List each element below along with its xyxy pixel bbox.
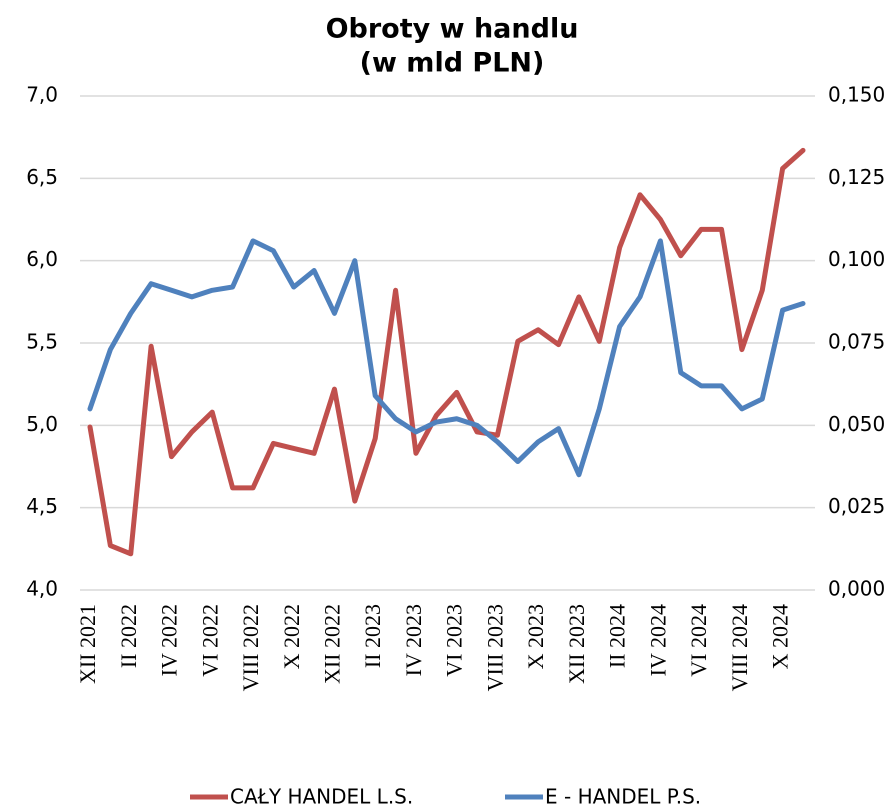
y2-tick-label: 0,000: [828, 577, 885, 601]
x-tick-label: XII 2022: [320, 604, 345, 684]
series-line: [87, 238, 806, 478]
y2-tick-label: 0,150: [828, 83, 885, 107]
x-tick-label: VIII 2024: [727, 604, 752, 691]
y-tick-label: 6,5: [26, 165, 58, 189]
x-tick-label: VI 2023: [442, 604, 467, 677]
x-tick-label: IV 2023: [401, 604, 426, 676]
y-tick-label: 4,0: [26, 577, 58, 601]
x-tick-label: II 2022: [116, 604, 141, 668]
x-tick-label: VI 2022: [197, 604, 222, 677]
y-tick-label: 5,0: [26, 412, 58, 436]
y2-tick-label: 0,075: [828, 330, 885, 354]
x-tick-label: XII 2023: [564, 604, 589, 684]
y-tick-label: 6,0: [26, 247, 58, 271]
x-tick-label: X 2022: [279, 604, 304, 669]
y-tick-label: 7,0: [26, 83, 58, 107]
y2-tick-label: 0,100: [828, 247, 885, 271]
x-tick-label: VI 2024: [686, 604, 711, 677]
x-tick-label: II 2024: [605, 604, 630, 668]
y-tick-label: 4,5: [26, 494, 58, 518]
x-tick-label: VIII 2023: [482, 604, 507, 691]
chart-title: Obroty w handlu: [326, 14, 579, 45]
x-tick-label: II 2023: [360, 604, 385, 668]
y-tick-label: 5,5: [26, 330, 58, 354]
series-line: [87, 147, 806, 557]
y2-tick-label: 0,050: [828, 412, 885, 436]
x-tick-label: IV 2024: [645, 604, 670, 676]
x-tick-label: VIII 2022: [238, 604, 263, 691]
x-tick-label: X 2024: [768, 604, 793, 669]
x-tick-label: X 2023: [523, 604, 548, 669]
x-tick-label: IV 2022: [157, 604, 182, 676]
y2-tick-label: 0,125: [828, 165, 885, 189]
chart-subtitle: (w mld PLN): [360, 48, 545, 79]
legend-label: E - HANDEL P.S.: [545, 785, 701, 809]
x-tick-label: XII 2021: [75, 604, 100, 684]
legend-label: CAŁY HANDEL L.S.: [230, 785, 413, 809]
y2-tick-label: 0,025: [828, 494, 885, 518]
